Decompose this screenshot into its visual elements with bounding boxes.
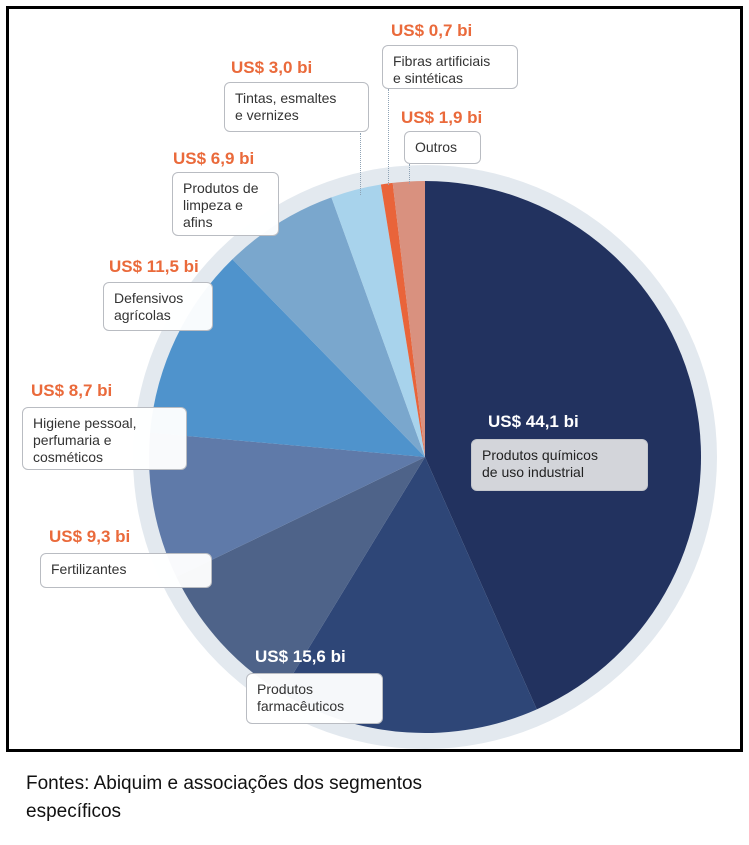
value-label-fertilizantes: US$ 9,3 bi xyxy=(49,527,131,546)
pie-slice-3 xyxy=(149,432,425,577)
pie-chart xyxy=(133,165,717,749)
pie-slice-5 xyxy=(232,197,425,457)
leader-line-outros xyxy=(409,164,410,184)
leader-line-tintas xyxy=(360,133,361,195)
category-label-outros: Outros xyxy=(404,131,481,164)
pie-slice-1 xyxy=(281,457,537,734)
chart-frame: US$ 44,1 bi Produtos químicos de uso ind… xyxy=(6,6,743,752)
value-label-produtos-quimicos: US$ 44,1 bi xyxy=(488,412,579,431)
category-label-produtos-farmaceuticos: Produtos farmacêuticos xyxy=(246,673,383,724)
pie-slice-2 xyxy=(176,457,425,693)
value-label-fibras-artificiais: US$ 0,7 bi xyxy=(391,21,473,40)
pie-slice-7 xyxy=(380,182,425,457)
source-note: Fontes: Abiquim e associações dos segmen… xyxy=(26,773,423,822)
category-label-defensivos-agricolas: Defensivos agrícolas xyxy=(103,282,213,331)
leader-line-fibras xyxy=(388,89,389,185)
category-label-tintas: Tintas, esmaltes e vernizes xyxy=(224,82,369,132)
value-label-higiene-pessoal: US$ 8,7 bi xyxy=(31,381,113,400)
category-label-fertilizantes: Fertilizantes xyxy=(40,553,212,588)
value-label-produtos-de-limpeza: US$ 6,9 bi xyxy=(173,149,255,168)
category-label-fibras-artificiais: Fibras artificiais e sintéticas xyxy=(382,45,518,89)
pie-slice-6 xyxy=(331,184,425,458)
value-label-defensivos-agricolas: US$ 11,5 bi xyxy=(109,257,199,276)
category-label-produtos-de-limpeza: Produtos de limpeza e afins xyxy=(172,172,279,236)
value-label-outros: US$ 1,9 bi xyxy=(401,108,483,127)
value-label-produtos-farmaceuticos: US$ 15,6 bi xyxy=(255,647,346,666)
pie-slice-4 xyxy=(150,259,425,457)
pie-slice-8 xyxy=(392,181,425,457)
value-label-tintas: US$ 3,0 bi xyxy=(231,58,313,77)
category-label-produtos-quimicos: Produtos químicos de uso industrial xyxy=(471,439,648,491)
category-label-higiene-pessoal: Higiene pessoal, perfumaria e cosméticos xyxy=(22,407,187,470)
